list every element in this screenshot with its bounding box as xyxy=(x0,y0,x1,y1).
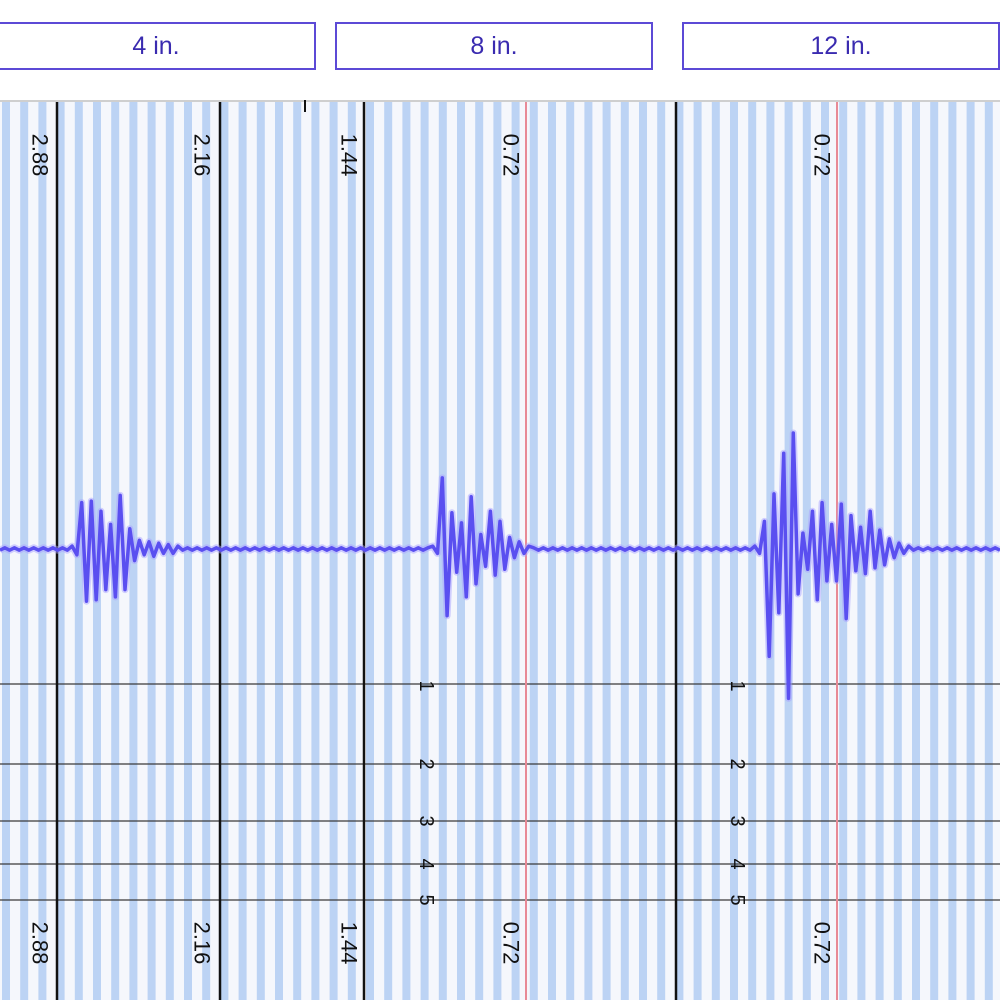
row-index-label: 4 xyxy=(726,858,748,869)
tab-bar: 4 in. 8 in. 12 in. xyxy=(0,0,1000,100)
bottom-scale-label: 0.72 xyxy=(499,922,524,965)
row-index-label: 3 xyxy=(415,815,437,826)
top-scale-label: 0.72 xyxy=(499,134,524,177)
bottom-scale-label: 2.16 xyxy=(190,922,215,965)
bottom-scale-label: 1.44 xyxy=(337,922,362,965)
row-index-label: 5 xyxy=(726,894,748,905)
tab-8-in[interactable]: 8 in. xyxy=(335,22,653,70)
row-index-label: 1 xyxy=(415,680,437,691)
tab-4-in[interactable]: 4 in. xyxy=(0,22,316,70)
top-scale-label: 1.44 xyxy=(337,134,362,177)
row-index-label: 4 xyxy=(415,858,437,869)
row-index-label: 2 xyxy=(726,758,748,769)
top-scale-label: 0.72 xyxy=(810,134,835,177)
top-scale-label: 2.16 xyxy=(190,134,215,177)
bottom-scale-label: 2.88 xyxy=(28,922,53,965)
seismogram-chart: 2.88 2.16 1.44 0.72 0.72 2.88 2.16 1.44 0.72 0.72… xyxy=(0,100,1000,1000)
bottom-scale-label: 0.72 xyxy=(810,922,835,965)
tab-12-in[interactable]: 12 in. xyxy=(682,22,1000,70)
top-scale-label: 2.88 xyxy=(28,134,53,177)
row-index-label: 3 xyxy=(726,815,748,826)
row-index-label: 1 xyxy=(726,680,748,691)
row-index-label: 5 xyxy=(415,894,437,905)
row-index-label: 2 xyxy=(415,758,437,769)
seismic-trace xyxy=(0,431,1000,701)
